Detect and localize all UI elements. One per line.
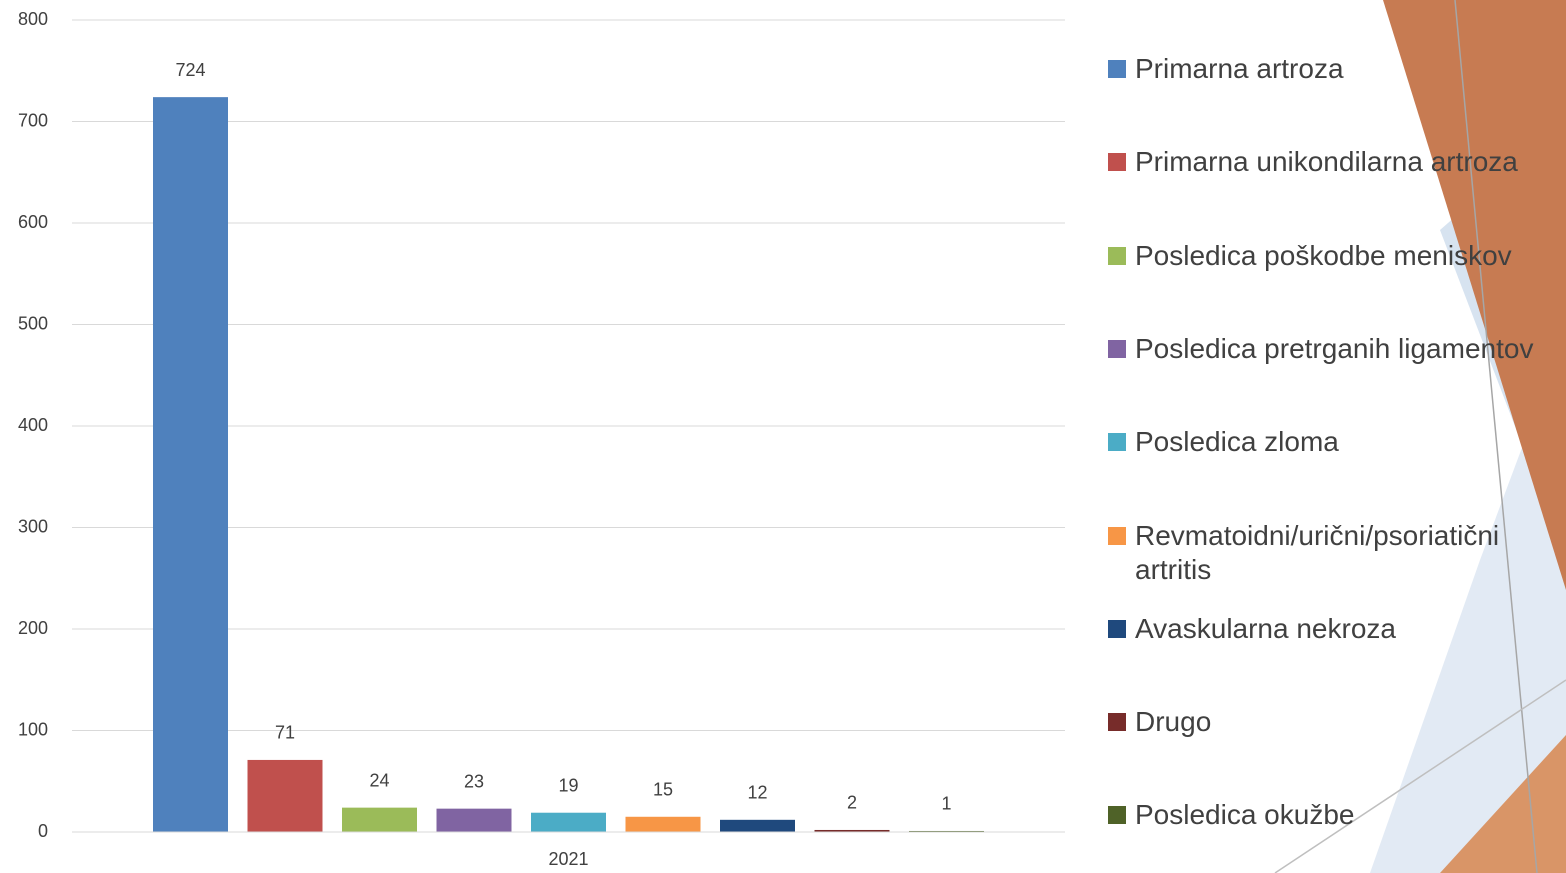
legend-item: Posledica zloma [1108, 425, 1548, 459]
legend-swatch [1108, 60, 1126, 78]
y-tick-label: 200 [18, 618, 48, 638]
legend-label: Posledica zloma [1135, 426, 1339, 458]
background-decoration [1274, 0, 1566, 873]
legend-swatch [1108, 246, 1126, 265]
legend-label: Posledica poškodbe meniskov [1135, 239, 1512, 271]
legend-label: Primarna artroza [1135, 53, 1344, 84]
legend-swatch [1108, 619, 1126, 638]
y-tick-label: 600 [18, 212, 48, 232]
legend-swatch [1108, 713, 1126, 732]
legend-item: Posledica poškodbe meniskov [1108, 239, 1548, 273]
value-label: 71 [275, 723, 295, 743]
value-label: 19 [558, 775, 578, 795]
legend-item: Posledica okužbe [1108, 798, 1548, 832]
value-label: 724 [175, 60, 205, 80]
legend-swatch [1108, 806, 1126, 825]
legend-label: Revmatoidni/urični/psoriatični artritis [1135, 519, 1500, 585]
legend-label: Posledica okužbe [1135, 799, 1355, 831]
legend-label: Primarna unikondilarna artroza [1135, 146, 1518, 178]
legend-item: Avaskularna nekroza [1108, 612, 1548, 646]
y-tick-label: 800 [18, 9, 48, 29]
bar [625, 816, 701, 832]
legend-item: Primarna artroza [1108, 52, 1548, 86]
legend-item: Revmatoidni/urični/psoriatični artritis [1108, 519, 1548, 587]
y-tick-label: 0 [38, 821, 48, 841]
y-tick-label: 400 [18, 415, 48, 435]
legend-swatch [1108, 433, 1126, 452]
value-label: 1 [941, 794, 951, 814]
legend-item: Drugo [1108, 705, 1548, 739]
value-label: 2 [847, 793, 857, 813]
y-tick-label: 500 [18, 313, 48, 333]
y-tick-label: 300 [18, 516, 48, 536]
bar [247, 759, 323, 832]
bar [814, 829, 890, 832]
bar [909, 830, 984, 832]
y-tick-label: 100 [18, 719, 48, 739]
bar [531, 812, 606, 832]
legend-swatch [1108, 153, 1126, 172]
bar [342, 807, 417, 832]
bar [720, 819, 795, 832]
legend-label: Drugo [1135, 706, 1212, 738]
legend-swatch [1108, 339, 1126, 358]
x-tick-label: 2021 [548, 849, 588, 869]
legend-label: Avaskularna nekroza [1135, 612, 1396, 644]
legend-item: Posledica pretrganih ligamentov [1108, 332, 1548, 366]
y-tick-label: 700 [18, 110, 48, 130]
legend-label: Posledica pretrganih ligamentov [1135, 332, 1534, 364]
legend-swatch [1108, 526, 1126, 545]
value-label: 24 [369, 770, 389, 790]
bar [436, 808, 512, 832]
value-label: 15 [653, 780, 673, 800]
legend-item: Primarna unikondilarna artroza [1108, 145, 1548, 179]
value-label: 12 [747, 783, 767, 803]
bar [153, 97, 228, 832]
value-label: 23 [464, 771, 484, 791]
